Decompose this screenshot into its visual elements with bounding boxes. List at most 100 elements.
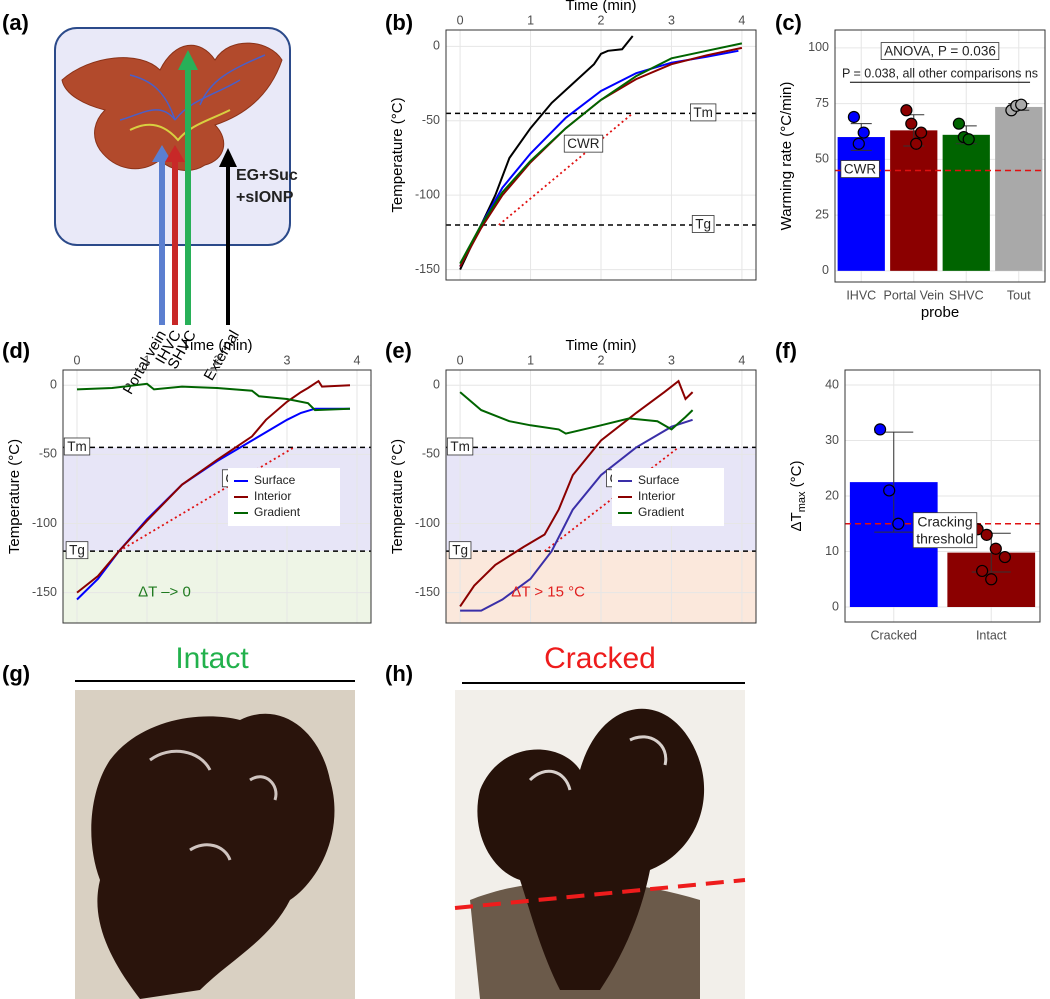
x-tick-label: 0 (457, 353, 464, 367)
legend-label: Interior (254, 489, 291, 503)
highlight (528, 735, 668, 791)
annotation: ΔT > 15 °C (511, 584, 585, 601)
y-tick-label: 25 (815, 207, 829, 221)
data-point (914, 126, 928, 139)
panel-label: (h) (385, 661, 413, 686)
y-axis-label: ΔTmax (°C) (788, 461, 808, 532)
panel-label: (d) (2, 338, 30, 363)
reference-label: Tg (695, 217, 711, 232)
y-tick-label: 30 (825, 433, 839, 447)
y-tick-label: -100 (32, 516, 57, 530)
data-point (976, 564, 989, 578)
annotation-box (880, 42, 1000, 60)
x-tick-label: Portal Vein (884, 288, 945, 302)
x-tick-label: 1 (144, 353, 151, 367)
y-tick-label: 100 (808, 40, 829, 54)
reference-label-group: Tg (691, 215, 715, 233)
reference-label-box (691, 215, 715, 233)
y-tick-label: 20 (825, 488, 839, 502)
series-line (76, 382, 351, 412)
y-tick-label: 0 (50, 378, 57, 392)
x-tick-label: 1 (527, 13, 534, 27)
x-tick-label: 2 (598, 13, 605, 27)
reference-label: Tm (67, 439, 87, 454)
reference-label: Tm (450, 439, 470, 454)
y-tick-label: 50 (815, 152, 829, 166)
data-point (892, 517, 905, 530)
cwr-label-box (563, 134, 604, 153)
crack-line (454, 878, 746, 910)
solution-label: EG+Suc (236, 167, 298, 184)
y-tick-label: -50 (422, 113, 440, 127)
panel-label: (b) (385, 10, 413, 35)
y-tick-label: -50 (39, 447, 57, 461)
annotation: ANOVA, P = 0.036 (884, 44, 996, 59)
legend-label: Interior (638, 489, 675, 503)
plot-border (62, 369, 372, 624)
plot-border (445, 369, 757, 624)
photo-cracked: Cracked (454, 642, 746, 999)
photo-title: Cracked (544, 642, 656, 675)
data-point (998, 550, 1012, 564)
arrow-head (152, 145, 172, 162)
panel-label: (g) (2, 661, 30, 686)
y-tick-label: -100 (415, 516, 440, 530)
threshold-label-group: CWR (840, 160, 880, 178)
reference-label-group: Tg (448, 541, 472, 560)
reference-label-group: Tm (63, 437, 91, 456)
reference-label-box (446, 437, 474, 456)
bar (890, 130, 938, 271)
y-tick-label: -150 (415, 585, 440, 599)
x-tick-label: 4 (738, 353, 745, 367)
data-point (883, 484, 896, 497)
y-tick-label: 0 (822, 263, 829, 277)
arrow-head (219, 148, 237, 167)
y-tick-label: 0 (433, 39, 440, 53)
data-point (847, 110, 861, 124)
annotation: ΔT –> 0 (138, 584, 191, 601)
y-axis-label: Temperature (°C) (389, 97, 406, 212)
photo-title: Intact (175, 642, 249, 675)
x-tick-label: 0 (457, 13, 464, 27)
data-point (962, 133, 975, 146)
inlet-label: External (201, 327, 243, 383)
threshold-label-box (840, 160, 880, 178)
legend-label: Gradient (638, 505, 685, 519)
legend-label: Surface (254, 473, 296, 487)
x-tick-label: 3 (668, 353, 675, 367)
series-line (459, 49, 739, 268)
y-tick-label: -150 (32, 585, 57, 599)
x-tick-label: 4 (738, 13, 745, 27)
reference-label-box (448, 541, 472, 560)
reference-label-group: Tm (690, 103, 717, 122)
threshold-label: CWR (844, 162, 876, 177)
y-tick-label: -50 (422, 447, 440, 461)
x-tick-label: SHVC (949, 288, 984, 302)
cwr-label-group: CWR (563, 134, 604, 153)
x-tick-label: Tout (1007, 288, 1031, 302)
arrow-head (178, 50, 198, 70)
x-axis-label: Time (min) (181, 337, 252, 354)
y-tick-label: 75 (815, 96, 829, 110)
data-point (952, 117, 966, 130)
panel-label: (e) (385, 338, 412, 363)
cwr-line (544, 446, 680, 552)
reference-label-group: Tg (65, 541, 89, 560)
y-axis-label: Temperature (°C) (6, 439, 23, 554)
threshold-label: threshold (916, 531, 974, 547)
vessels (129, 109, 231, 142)
y-label-main: ΔT (788, 512, 805, 531)
series-line (460, 418, 693, 612)
data-point (900, 104, 913, 117)
threshold-label-box (912, 512, 978, 549)
panel-label: (f) (775, 338, 797, 363)
y-tick-label: 0 (832, 599, 839, 613)
data-point (980, 528, 993, 541)
y-tick-label: 10 (825, 544, 839, 558)
liver-photo (477, 708, 705, 990)
series-line (459, 35, 634, 271)
arrow-head (165, 145, 185, 162)
liver (61, 42, 283, 171)
reference-label-box (63, 437, 91, 456)
